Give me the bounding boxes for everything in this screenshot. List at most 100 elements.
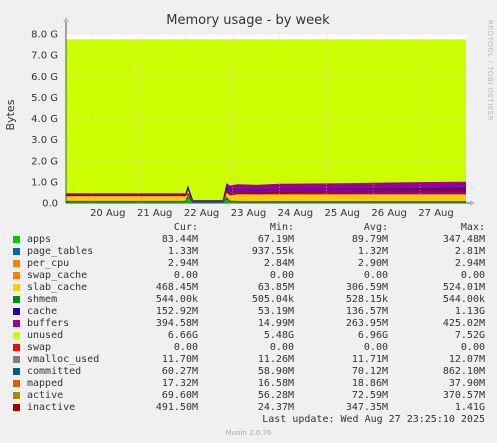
legend-row-vmalloc-used: vmalloc_used 11.70M 11.26M 11.71M 12.07M <box>0 354 497 366</box>
legend-series-name: swap <box>27 342 52 353</box>
legend-swatch <box>13 308 20 315</box>
legend-value-min: 937.55k <box>251 246 294 257</box>
legend-value-cur: 0.00 <box>173 270 198 281</box>
legend-value-max: 0.00 <box>460 342 485 353</box>
legend-row-per-cpu: per_cpu 2.94M 2.84M 2.90M 2.94M <box>0 258 497 270</box>
legend-series-name: buffers <box>27 318 70 329</box>
legend-row-buffers: buffers 394.58M 14.99M 263.95M 425.02M <box>0 318 497 330</box>
legend-value-cur: 544.00k <box>155 294 198 305</box>
legend-series-name: apps <box>27 234 52 245</box>
legend-value-avg: 263.95M <box>345 318 388 329</box>
legend-col-min: Min: <box>269 222 294 233</box>
legend-row-mapped: mapped 17.32M 16.58M 18.86M 37.90M <box>0 378 497 390</box>
legend-value-cur: 17.32M <box>161 378 198 389</box>
legend-col-avg: Avg: <box>363 222 388 233</box>
legend-table: Cur: Min: Avg: Max: apps 83.44M 67.19M 89.7… <box>0 222 497 414</box>
legend-value-min: 58.90M <box>257 366 294 377</box>
rrdtool-credit: RRDTOOL / TOBI OETIKER <box>486 20 494 121</box>
legend-value-cur: 0.00 <box>173 342 198 353</box>
legend-col-cur: Cur: <box>173 222 198 233</box>
legend-value-cur: 60.27M <box>161 366 198 377</box>
legend-row-swap: swap 0.00 0.00 0.00 0.00 <box>0 342 497 354</box>
legend-series-name: committed <box>27 366 82 377</box>
legend-series-name: per_cpu <box>27 258 70 269</box>
grid <box>66 33 466 203</box>
legend-row-swap-cache: swap_cache 0.00 0.00 0.00 0.00 <box>0 270 497 282</box>
legend-value-avg: 1.32M <box>357 246 388 257</box>
legend-series-name: vmalloc_used <box>27 354 100 365</box>
legend-value-max: 862.10M <box>442 366 485 377</box>
legend-value-max: 370.57M <box>442 390 485 401</box>
legend-value-min: 53.19M <box>257 306 294 317</box>
legend-row-inactive: inactive 491.50M 24.37M 347.35M 1.41G <box>0 402 497 414</box>
line-committed <box>66 195 466 203</box>
legend-value-max: 2.94M <box>454 258 485 269</box>
area-buffers <box>66 181 466 202</box>
legend-swatch <box>13 272 20 279</box>
legend-swatch <box>13 332 20 339</box>
legend-value-avg: 2.90M <box>357 258 388 269</box>
legend-value-cur: 1.33M <box>167 246 198 257</box>
legend-row-committed: committed 60.27M 58.90M 70.12M 862.10M <box>0 366 497 378</box>
x-tick-label: 27 Aug <box>418 208 453 219</box>
y-tick-label: 1.0 G <box>31 177 58 188</box>
legend-value-cur: 491.50M <box>155 402 198 413</box>
legend-col-max: Max: <box>460 222 485 233</box>
legend-value-avg: 70.12M <box>351 366 388 377</box>
legend-swatch <box>13 368 20 375</box>
legend-value-cur: 152.92M <box>155 306 198 317</box>
legend-swatch <box>13 380 20 387</box>
legend-value-avg: 347.35M <box>345 402 388 413</box>
chart-title: Memory usage - by week <box>166 13 330 28</box>
legend-value-min: 0.00 <box>269 342 294 353</box>
legend-value-avg: 0.00 <box>363 270 388 281</box>
legend-value-avg: 11.71M <box>351 354 388 365</box>
legend-value-avg: 72.59M <box>351 390 388 401</box>
legend-value-cur: 83.44M <box>161 234 198 245</box>
x-tick-label: 23 Aug <box>231 208 266 219</box>
legend-swatch <box>13 356 20 363</box>
line-cache <box>66 185 467 202</box>
area-slab-cache <box>66 188 466 202</box>
legend-value-max: 425.02M <box>442 318 485 329</box>
legend-value-min: 16.58M <box>257 378 294 389</box>
legend-swatch <box>13 404 20 411</box>
legend-series-name: active <box>27 390 64 401</box>
legend-row-active: active 69.60M 56.28M 72.59M 370.57M <box>0 390 497 402</box>
legend-value-min: 2.84M <box>263 258 294 269</box>
legend-series-name: shmem <box>27 294 58 305</box>
y-tick-label: 8.0 G <box>31 30 58 41</box>
legend-value-min: 14.99M <box>257 318 294 329</box>
legend-value-max: 12.07M <box>448 354 485 365</box>
legend-swatch <box>13 260 20 267</box>
legend-value-max: 524.01M <box>442 282 485 293</box>
legend-row-shmem: shmem 544.00k 505.04k 528.15k 544.00k <box>0 294 497 306</box>
legend-value-avg: 18.86M <box>351 378 388 389</box>
legend-value-min: 63.85M <box>257 282 294 293</box>
legend-series-name: page_tables <box>27 246 94 257</box>
y-tick-label: 4.0 G <box>31 114 58 125</box>
legend-series-name: inactive <box>27 402 76 413</box>
legend-value-avg: 6.96G <box>357 330 388 341</box>
x-axis-arrow <box>470 200 475 206</box>
x-tick-label: 26 Aug <box>371 208 406 219</box>
y-axis-arrow <box>63 17 69 22</box>
legend-value-max: 1.13G <box>454 306 485 317</box>
legend-value-cur: 6.66G <box>167 330 198 341</box>
legend-value-min: 56.28M <box>257 390 294 401</box>
last-update: Last update: Wed Aug 27 23:25:10 2025 <box>262 414 485 425</box>
legend-value-cur: 2.94M <box>167 258 198 269</box>
legend-series-name: unused <box>27 330 64 341</box>
legend-value-cur: 69.60M <box>161 390 198 401</box>
y-tick-label: 0.0 <box>42 199 58 210</box>
legend-swatch <box>13 236 20 243</box>
legend-swatch <box>13 284 20 291</box>
legend-value-max: 7.52G <box>454 330 485 341</box>
area-unused <box>66 39 466 203</box>
legend-value-max: 347.48M <box>442 234 485 245</box>
legend-value-max: 544.00k <box>442 294 485 305</box>
x-tick-label: 22 Aug <box>184 208 219 219</box>
legend-swatch <box>13 248 20 255</box>
legend-series-name: mapped <box>27 378 64 389</box>
